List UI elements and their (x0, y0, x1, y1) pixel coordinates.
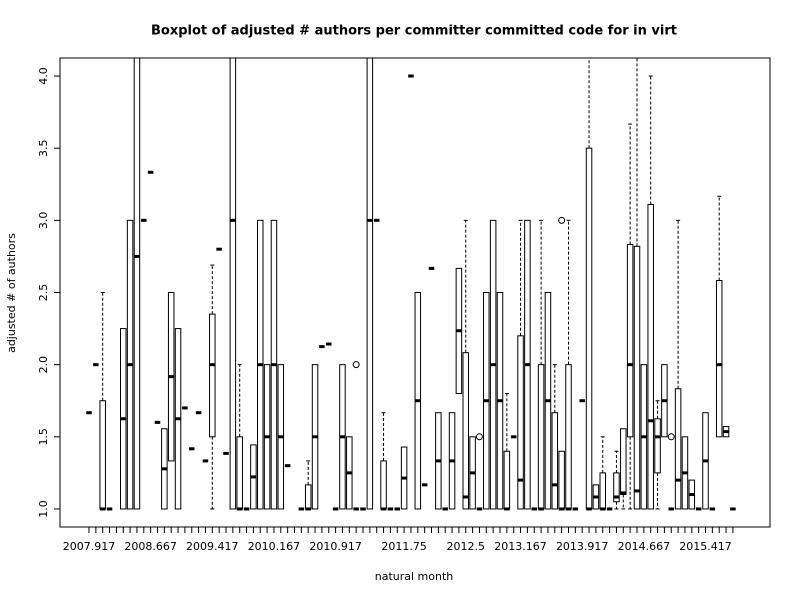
x-tick-label: 2013.167 (494, 540, 547, 553)
box (229, 58, 237, 510)
x-tick-label: 2008.667 (124, 540, 177, 553)
box (133, 58, 141, 510)
y-tick-label: 1.5 (37, 428, 50, 446)
y-tick-label: 2.0 (37, 356, 50, 374)
y-tick-label: 3.5 (37, 139, 50, 157)
x-tick-label: 2011.75 (381, 540, 427, 553)
box (462, 352, 469, 510)
x-axis-label: natural month (375, 570, 454, 583)
box (366, 58, 374, 510)
box (715, 280, 723, 438)
outlier (352, 361, 360, 369)
box (647, 203, 654, 510)
chart-title: Boxplot of adjusted # authors per commit… (151, 24, 677, 39)
box (209, 313, 216, 438)
y-tick-label: 1.0 (37, 500, 50, 518)
x-tick-label: 2009.417 (186, 540, 239, 553)
box (633, 245, 641, 510)
x-tick-label: 2010.917 (309, 540, 362, 553)
y-axis-label: adjusted # of authors (5, 233, 18, 353)
y-tick-label: 4.0 (37, 67, 50, 85)
box (674, 388, 682, 510)
x-tick-label: 2015.417 (679, 540, 732, 553)
x-tick-label: 2013.917 (556, 540, 609, 553)
outlier (667, 433, 675, 441)
box (620, 428, 627, 496)
box (613, 472, 620, 503)
outlier (558, 216, 566, 224)
plot-area (86, 58, 736, 511)
box (517, 335, 524, 510)
box (654, 418, 661, 474)
x-tick-label: 2007.917 (63, 540, 116, 553)
x-tick-label: 2014.667 (618, 540, 671, 553)
x-tick-label: 2012.5 (447, 540, 486, 553)
box (626, 243, 634, 438)
box (551, 412, 559, 510)
y-tick-label: 2.5 (37, 284, 50, 302)
x-tick-label: 2010.167 (248, 540, 301, 553)
outlier (475, 433, 483, 441)
y-tick-label: 3.0 (37, 212, 50, 230)
